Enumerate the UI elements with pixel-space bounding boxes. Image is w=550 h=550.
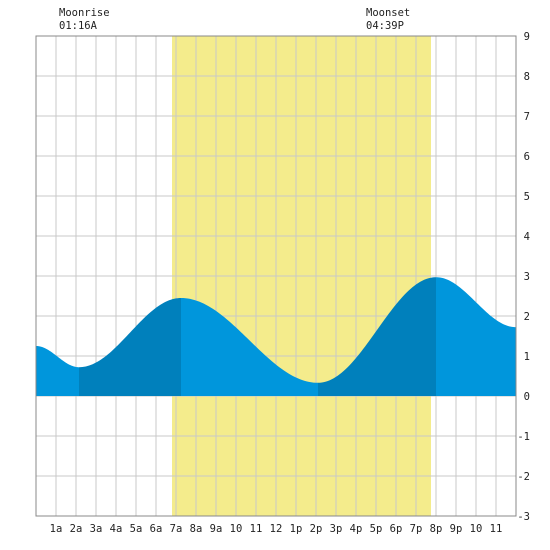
y-tick-label: 2 (524, 311, 530, 323)
x-tick-label: 9p (450, 523, 463, 535)
y-tick-label: -2 (517, 471, 530, 483)
y-tick-label: -1 (517, 431, 530, 443)
x-tick-label: 8a (190, 523, 203, 535)
x-tick-label: 10 (470, 523, 483, 535)
y-tick-label: 7 (524, 111, 530, 123)
x-tick-label: 9a (210, 523, 223, 535)
x-tick-label: 11 (490, 523, 503, 535)
y-tick-label: -3 (517, 511, 530, 523)
y-tick-label: 1 (524, 351, 530, 363)
x-tick-label: 2p (310, 523, 323, 535)
x-tick-label: 3a (90, 523, 103, 535)
y-tick-label: 8 (524, 71, 530, 83)
x-tick-label: 3p (330, 523, 343, 535)
x-tick-label: 2a (70, 523, 83, 535)
x-tick-label: 7a (170, 523, 183, 535)
x-tick-label: 4p (350, 523, 363, 535)
plot-frame (35, 35, 517, 517)
y-tick-label: 3 (524, 271, 530, 283)
moonrise-time: 01:16A (59, 20, 98, 32)
tide-segment-rising (318, 277, 436, 396)
x-tick-label: 6a (150, 523, 163, 535)
x-tick-label: 10 (230, 523, 243, 535)
x-tick-label: 11 (250, 523, 263, 535)
tide-segment-falling (36, 346, 79, 396)
x-tick-label: 4a (110, 523, 123, 535)
x-tick-label: 1p (290, 523, 303, 535)
x-tick-label: 6p (390, 523, 403, 535)
moonrise-title: Moonrise (59, 7, 110, 19)
x-tick-label: 5a (130, 523, 143, 535)
tide-segment-falling (436, 277, 516, 396)
moonset-time: 04:39P (366, 20, 404, 32)
y-tick-label: 4 (524, 231, 530, 243)
tide-segment-rising (79, 298, 181, 396)
x-tick-label: 7p (410, 523, 423, 535)
x-tick-label: 1a (50, 523, 63, 535)
moonset-title: Moonset (366, 7, 410, 19)
y-tick-label: 6 (524, 151, 530, 163)
x-tick-label: 8p (430, 523, 443, 535)
tide-segment-falling (181, 298, 318, 396)
x-tick-label: 12 (270, 523, 283, 535)
y-tick-label: 0 (524, 391, 530, 403)
x-tick-label: 5p (370, 523, 383, 535)
y-tick-label: 9 (524, 31, 530, 43)
y-tick-label: 5 (524, 191, 530, 203)
